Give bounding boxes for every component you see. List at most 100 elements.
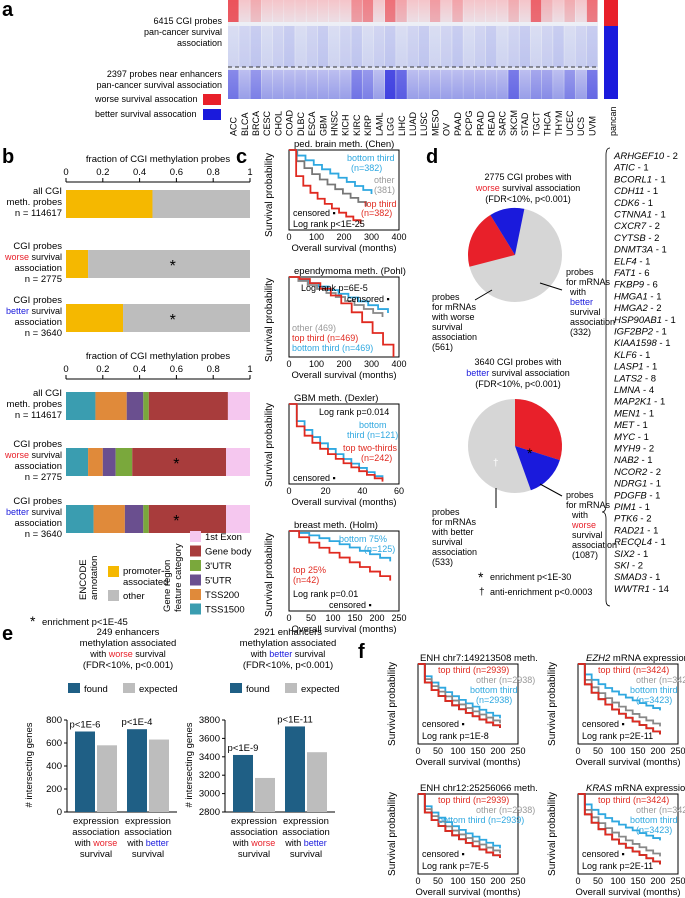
bar-segment — [143, 392, 149, 420]
f-xtick: 200 — [650, 876, 665, 886]
cancer-label-gbm: GBM — [318, 115, 328, 136]
gene-count: - 14 — [650, 584, 669, 595]
panel-e: e # intersecting genes # intersecting gen… — [2, 623, 340, 860]
f-km-label: top third (n=2939) — [438, 795, 509, 805]
heat-col-enh — [373, 70, 385, 99]
f-km-label: Log rank p=2E-11 — [582, 861, 653, 871]
bar-segment — [124, 505, 144, 533]
gene-symbol: IGF2BP2 — [614, 327, 654, 338]
f-xtick: 150 — [470, 876, 485, 886]
pie1-right-label: (332) — [570, 327, 591, 337]
e-legend-expected-swatch — [123, 683, 135, 693]
heat-col-worse — [553, 0, 564, 22]
legend-gene-swatch — [190, 574, 201, 586]
gene-count: - 1 — [634, 420, 648, 431]
b-tick-label: 1 — [247, 364, 252, 375]
e-cat-label: association — [230, 827, 278, 838]
panel-letter-d: d — [426, 146, 438, 168]
gene-entry: LATS2 - 8 — [614, 373, 656, 384]
km-xtick: 100 — [309, 232, 324, 242]
km-xtick: 100 — [309, 359, 324, 369]
pie1-right-label: better — [570, 297, 593, 307]
panel-b: b fraction of CGI methylation probes 0 0.2… — [2, 146, 253, 629]
e-cat-label: survival — [238, 849, 270, 860]
e-ytick-label: 200 — [46, 784, 62, 795]
heat-col-worse — [407, 0, 419, 22]
panel-letter-e: e — [2, 623, 13, 645]
gene-entry: HMGA2 - 2 — [614, 303, 662, 314]
gene-entry: HSP90AB1 - 1 — [614, 315, 676, 326]
gene-count: - 1 — [636, 502, 650, 513]
heat-col-worse — [519, 0, 531, 22]
gene-symbol: HMGA2 — [614, 303, 649, 314]
pie2-left-label: for mRNAs — [432, 517, 477, 527]
heat-col-better — [295, 26, 306, 67]
legend-other-label: other — [123, 591, 145, 602]
c-ylabel: Survival probability — [264, 153, 275, 237]
gene-symbol: LMNA — [614, 385, 640, 396]
b-row-label: all CGI — [33, 388, 62, 399]
heat-col-enh — [384, 70, 396, 99]
heat-col-better — [429, 26, 441, 67]
pie2-better-slice — [515, 446, 560, 491]
e-legend-expected: expected — [301, 684, 340, 695]
cancer-label-stad: STAD — [520, 112, 530, 136]
e-ytick-label: 0 — [57, 807, 62, 818]
heat-col-better — [452, 26, 463, 67]
pie2-left-label: survival — [432, 537, 463, 547]
pie2-right-label: survival — [572, 530, 603, 540]
legend-gene-swatch — [190, 589, 201, 600]
gene-symbol: MAP2K1 — [614, 397, 652, 408]
cancer-label-lusc: LUSC — [419, 111, 429, 136]
heat-col-better — [541, 26, 553, 67]
b-tick-label: 0 — [63, 364, 68, 375]
f-km-label: bottom third (n=2939) — [438, 815, 524, 825]
heat-col-better — [261, 26, 273, 67]
gene-entry: WWTR1 - 14 — [614, 584, 669, 595]
heat-col-enh — [317, 70, 329, 99]
bar-segment — [66, 392, 96, 420]
km-label: third (n=121) — [347, 430, 398, 440]
b-row-label: worse survival — [4, 450, 62, 460]
b-tick-label: 0.4 — [133, 167, 146, 178]
cancer-label-acc: ACC — [229, 116, 239, 136]
heat-col-enh — [564, 70, 575, 99]
km-top-third — [289, 276, 395, 357]
b-row-label: meth. probes — [7, 399, 63, 410]
e-legend-expected-swatch — [285, 683, 297, 693]
enrichment-star: * — [173, 513, 179, 530]
pie2-right-label: (1087) — [572, 550, 598, 560]
gene-symbol: NCOR2 — [614, 467, 648, 478]
pie1-right-pointer — [539, 282, 563, 291]
b-row-label: all CGI — [33, 186, 62, 197]
legend-worse-label: worse survival assocation — [94, 94, 198, 104]
gene-count: - 1 — [652, 397, 666, 408]
e-cat-label-colored: worse — [250, 838, 275, 848]
e-pvalue: p<1E-4 — [122, 717, 153, 728]
legend-antienrichment-d: anti-enrichment p<0.0003 — [490, 587, 592, 597]
gene-entry: LMNA - 4 — [614, 385, 654, 396]
pie2-title: better survival association — [466, 368, 570, 378]
heat-col-enh — [306, 70, 318, 99]
b-tick-label: 0.6 — [170, 167, 183, 178]
gene-count: - 1 — [637, 256, 651, 267]
pie1-left-label: for mRNAs — [432, 302, 477, 312]
heat-col-better — [553, 26, 564, 67]
pie1-left-label: with worse — [431, 312, 475, 322]
legend-gene-label: Gene body — [205, 547, 252, 558]
heat-col-enh — [396, 70, 407, 99]
b-tick-label: 0.2 — [96, 167, 109, 178]
heat-col-enh — [463, 70, 475, 99]
legend-promoter-label2: associated — [123, 577, 168, 588]
f-km-label: Log rank p=1E-8 — [422, 731, 489, 741]
e-bar-found — [233, 754, 253, 812]
gene-count: - 1 — [647, 479, 661, 490]
e-chart-title-colored: worse — [108, 649, 133, 659]
km-frame — [288, 403, 400, 485]
heat-col-better — [272, 26, 284, 67]
pie1-right-label: survival — [570, 307, 601, 317]
gene-symbol: HMGA1 — [614, 291, 648, 302]
gene-entry: NDRG1 - 1 — [614, 479, 661, 490]
heat-col-better — [239, 26, 250, 67]
km-xtick: 300 — [364, 232, 379, 242]
